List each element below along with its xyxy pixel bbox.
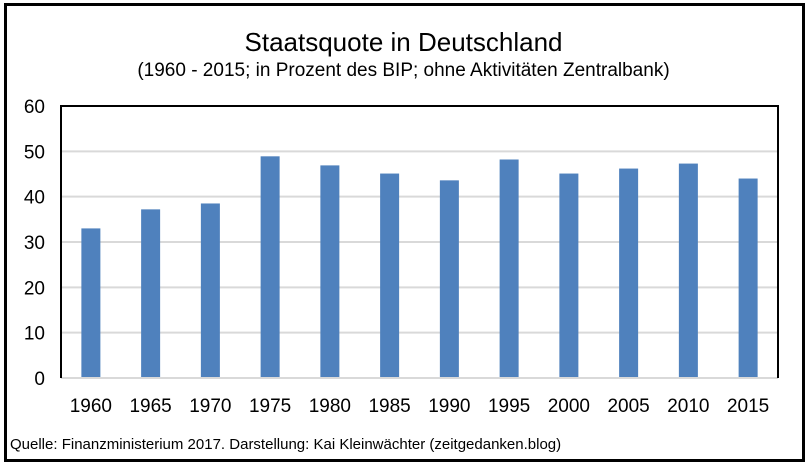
x-tick-label: 2000 — [548, 396, 590, 417]
x-tick-label: 2010 — [667, 396, 709, 417]
bar — [260, 156, 280, 378]
x-tick-label: 1985 — [368, 396, 410, 417]
chart-title: Staatsquote in Deutschland — [244, 27, 563, 57]
x-tick-label: 1970 — [189, 396, 231, 417]
chart-frame — [4, 3, 805, 462]
bar — [320, 165, 340, 378]
x-tick-label: 1960 — [70, 396, 112, 417]
bar — [439, 180, 459, 378]
y-tick-label: 60 — [24, 97, 45, 118]
source-note: Quelle: Finanzministerium 2017. Darstell… — [10, 436, 562, 453]
y-tick-label: 0 — [34, 369, 45, 390]
x-tick-label: 1980 — [309, 396, 351, 417]
bar — [559, 173, 579, 378]
chart-subtitle: (1960 - 2015; in Prozent des BIP; ohne A… — [137, 60, 670, 81]
plot-border — [60, 105, 779, 378]
x-tick-label: 1975 — [249, 396, 291, 417]
bar — [619, 168, 639, 378]
bar — [738, 178, 758, 378]
y-tick-label: 50 — [24, 142, 45, 163]
bar — [81, 228, 101, 378]
y-tick-label: 10 — [24, 324, 45, 345]
x-tick-label: 1990 — [428, 396, 470, 417]
bar — [200, 203, 220, 378]
bar — [380, 173, 400, 378]
y-tick-label: 30 — [24, 233, 45, 254]
bar — [141, 209, 161, 378]
y-tick-label: 40 — [24, 188, 45, 209]
y-tick-label: 20 — [24, 278, 45, 299]
bar — [499, 159, 519, 378]
x-tick-label: 2015 — [727, 396, 769, 417]
bar — [678, 163, 698, 378]
x-tick-label: 1995 — [488, 396, 530, 417]
x-tick-label: 2005 — [607, 396, 649, 417]
x-tick-label: 1965 — [129, 396, 171, 417]
